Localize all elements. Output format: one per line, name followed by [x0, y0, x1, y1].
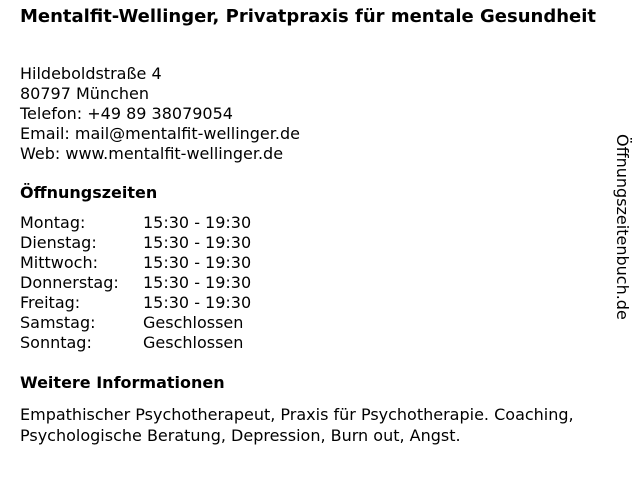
- watermark-text: Öffnungszeitenbuch.de: [613, 134, 632, 320]
- time: 15:30 - 19:30: [143, 233, 252, 252]
- page-title: Mentalfit-Wellinger, Privatpraxis für me…: [20, 6, 596, 27]
- day: Freitag:: [20, 293, 81, 312]
- info-text: Empathischer Psychotherapeut, Praxis für…: [20, 405, 574, 445]
- hours-row: Samstag: Geschlossen: [20, 313, 251, 333]
- hours-table: Montag: 15:30 - 19:30 Dienstag: 15:30 - 19…: [20, 213, 251, 353]
- day: Samstag:: [20, 313, 96, 332]
- phone: Telefon: +49 89 38079054: [20, 104, 233, 123]
- website: Web: www.mentalfit-wellinger.de: [20, 144, 284, 163]
- time: Geschlossen: [143, 313, 244, 332]
- time: Geschlossen: [143, 333, 244, 352]
- hours-heading: Öffnungszeiten: [20, 183, 158, 202]
- hours-row: Mittwoch: 15:30 - 19:30: [20, 253, 251, 273]
- day: Dienstag:: [20, 233, 97, 252]
- info-heading: Weitere Informationen: [20, 373, 225, 392]
- time: 15:30 - 19:30: [143, 253, 252, 272]
- hours-row: Freitag: 15:30 - 19:30: [20, 293, 251, 313]
- hours-row: Donnerstag: 15:30 - 19:30: [20, 273, 251, 293]
- time: 15:30 - 19:30: [143, 273, 252, 292]
- day: Donnerstag:: [20, 273, 119, 292]
- address-block: Hildeboldstraße 4 80797 München Telefon:…: [20, 64, 300, 164]
- city: 80797 München: [20, 84, 149, 103]
- day: Sonntag:: [20, 333, 92, 352]
- email: Email: mail@mentalfit-wellinger.de: [20, 124, 300, 143]
- day: Montag:: [20, 213, 86, 232]
- hours-row: Montag: 15:30 - 19:30: [20, 213, 251, 233]
- time: 15:30 - 19:30: [143, 213, 252, 232]
- street: Hildeboldstraße 4: [20, 64, 162, 83]
- hours-row: Sonntag: Geschlossen: [20, 333, 251, 353]
- time: 15:30 - 19:30: [143, 293, 252, 312]
- hours-row: Dienstag: 15:30 - 19:30: [20, 233, 251, 253]
- day: Mittwoch:: [20, 253, 98, 272]
